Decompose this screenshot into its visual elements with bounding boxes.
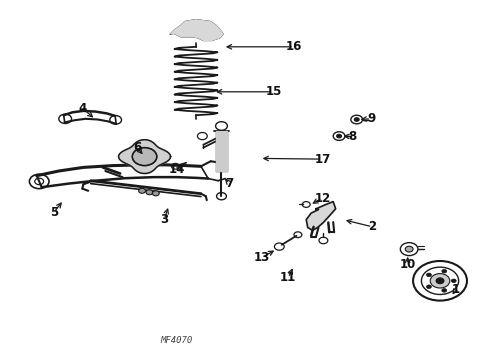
Text: 10: 10 — [399, 258, 416, 271]
Text: 1: 1 — [452, 283, 460, 296]
Text: 3: 3 — [160, 213, 168, 226]
Text: 15: 15 — [265, 85, 282, 98]
Circle shape — [442, 269, 447, 273]
Text: 6: 6 — [133, 141, 141, 154]
Text: 14: 14 — [168, 163, 185, 176]
Circle shape — [405, 246, 413, 252]
Circle shape — [146, 190, 153, 195]
Text: 11: 11 — [280, 271, 296, 284]
Circle shape — [337, 134, 342, 138]
Circle shape — [426, 285, 431, 288]
Text: 17: 17 — [314, 153, 331, 166]
Text: 13: 13 — [254, 251, 270, 264]
Circle shape — [354, 118, 359, 121]
Text: 12: 12 — [314, 192, 331, 204]
Circle shape — [451, 279, 456, 283]
Circle shape — [436, 278, 444, 284]
Circle shape — [430, 274, 450, 288]
Polygon shape — [171, 20, 223, 40]
Polygon shape — [119, 140, 171, 174]
Text: 5: 5 — [50, 206, 58, 219]
Circle shape — [442, 289, 447, 292]
Circle shape — [152, 191, 159, 196]
Circle shape — [139, 188, 146, 193]
Text: MF4070: MF4070 — [160, 336, 193, 345]
Text: 2: 2 — [368, 220, 376, 233]
Text: 4: 4 — [78, 102, 86, 114]
Text: 7: 7 — [225, 177, 233, 190]
Text: 16: 16 — [286, 40, 302, 53]
Polygon shape — [216, 131, 227, 171]
Circle shape — [426, 273, 431, 277]
Circle shape — [132, 148, 157, 166]
Polygon shape — [306, 202, 336, 230]
Text: 8: 8 — [349, 130, 357, 143]
Text: 9: 9 — [368, 112, 375, 125]
